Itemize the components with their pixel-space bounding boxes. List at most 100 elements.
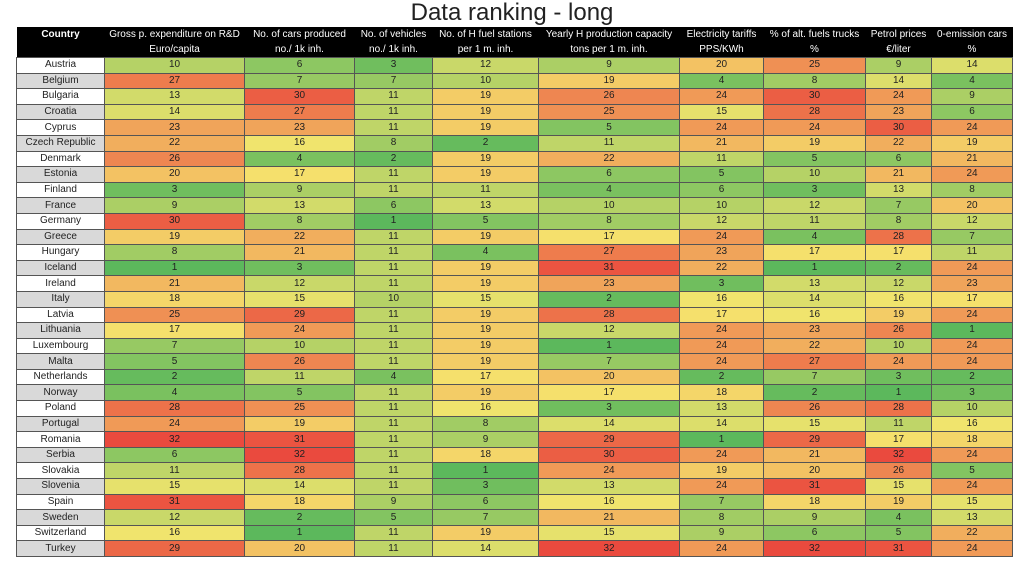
country-cell: Netherlands (16, 368, 105, 386)
country-cell: Germany (16, 212, 105, 230)
rank-cell: 19 (432, 166, 539, 183)
table-row: Turkey 29 20 11 14 32 24 32 31 24 (16, 540, 1013, 557)
rank-cell: 31 (865, 540, 932, 557)
table-row: Croatia 14 27 11 19 25 15 28 23 6 (16, 103, 1013, 121)
rank-cell: 30 (538, 446, 680, 464)
rank-cell: 8 (354, 134, 433, 152)
rank-cell: 3 (865, 368, 932, 386)
rank-cell: 1 (104, 259, 245, 277)
rank-cell: 15 (679, 103, 764, 121)
rank-cell: 11 (865, 415, 932, 433)
rank-cell: 13 (763, 275, 866, 292)
rank-cell: 2 (931, 368, 1013, 386)
rank-cell: 16 (244, 134, 355, 152)
rank-cell: 5 (104, 353, 245, 370)
country-cell: Denmark (16, 150, 105, 168)
rank-cell: 19 (104, 228, 245, 246)
country-cell: Slovakia (16, 462, 105, 480)
rank-cell: 19 (432, 275, 539, 292)
rank-cell: 4 (244, 150, 355, 168)
rank-cell: 31 (244, 431, 355, 448)
country-cell: Finland (16, 181, 105, 199)
rank-cell: 28 (538, 306, 680, 324)
rank-cell: 21 (104, 275, 245, 292)
rank-cell: 19 (244, 415, 355, 433)
rank-cell: 9 (104, 197, 245, 214)
rank-cell: 4 (354, 368, 433, 386)
rank-cell: 9 (354, 493, 433, 511)
rank-cell: 17 (538, 384, 680, 402)
rank-cell: 8 (763, 72, 866, 90)
rank-cell: 4 (763, 228, 866, 246)
rank-cell: 11 (354, 540, 433, 557)
rank-cell: 19 (432, 306, 539, 324)
rank-cell: 5 (244, 384, 355, 402)
rank-cell: 1 (763, 259, 866, 277)
rank-cell: 14 (679, 415, 764, 433)
rank-cell: 24 (931, 306, 1013, 324)
country-cell: France (16, 197, 105, 214)
column-header-8: Petrol prices (865, 27, 932, 42)
rank-cell: 9 (763, 509, 866, 526)
rank-cell: 6 (763, 524, 866, 542)
rank-cell: 10 (354, 290, 433, 308)
country-cell: Austria (16, 57, 105, 74)
rank-cell: 19 (865, 306, 932, 324)
rank-cell: 3 (538, 400, 680, 417)
country-cell: Poland (16, 400, 105, 417)
rank-cell: 24 (931, 337, 1013, 355)
rank-cell: 1 (679, 431, 764, 448)
rank-cell: 24 (931, 119, 1013, 136)
table-row: Estonia 20 17 11 19 6 5 10 21 24 (16, 166, 1013, 183)
table-row: Sweden 12 2 5 7 21 8 9 4 13 (16, 509, 1013, 526)
rank-cell: 13 (931, 509, 1013, 526)
table-row: Belgium 27 7 7 10 19 4 8 14 4 (16, 72, 1013, 90)
rank-cell: 19 (432, 88, 539, 105)
country-cell: Bulgaria (16, 88, 105, 105)
rank-cell: 6 (354, 197, 433, 214)
rank-cell: 27 (538, 244, 680, 261)
column-header-7: % of alt. fuels trucks (763, 27, 866, 42)
rank-cell: 7 (931, 228, 1013, 246)
rank-cell: 3 (354, 57, 433, 74)
rank-cell: 8 (931, 181, 1013, 199)
rank-cell: 1 (865, 384, 932, 402)
rank-cell: 6 (679, 181, 764, 199)
rank-cell: 2 (538, 290, 680, 308)
rank-cell: 4 (865, 509, 932, 526)
rank-cell: 18 (763, 493, 866, 511)
rank-cell: 28 (104, 400, 245, 417)
rank-cell: 9 (931, 88, 1013, 105)
rank-cell: 9 (679, 524, 764, 542)
rank-cell: 19 (432, 103, 539, 121)
rank-cell: 12 (432, 57, 539, 74)
rank-cell: 11 (354, 181, 433, 199)
rank-cell: 9 (865, 57, 932, 74)
rank-cell: 19 (432, 353, 539, 370)
rank-cell: 19 (432, 228, 539, 246)
rank-cell: 1 (432, 462, 539, 480)
rank-cell: 11 (354, 353, 433, 370)
rank-cell: 23 (679, 244, 764, 261)
rank-cell: 24 (865, 353, 932, 370)
rank-cell: 27 (244, 103, 355, 121)
rank-cell: 9 (432, 431, 539, 448)
rank-cell: 28 (763, 103, 866, 121)
rank-cell: 7 (432, 509, 539, 526)
rank-cell: 6 (244, 57, 355, 74)
column-unit-6: PPS/KWh (679, 42, 764, 58)
table-row: Finland 3 9 11 11 4 6 3 13 8 (16, 181, 1013, 199)
rank-cell: 24 (931, 353, 1013, 370)
column-header-3: No. of vehicles (354, 27, 433, 42)
rank-cell: 19 (432, 119, 539, 136)
table-row: Slovenia 15 14 11 3 13 24 31 15 24 (16, 478, 1013, 495)
table-row: Norway 4 5 11 19 17 18 2 1 3 (16, 384, 1013, 402)
rank-cell: 11 (931, 244, 1013, 261)
rank-cell: 20 (763, 462, 866, 480)
rank-cell: 10 (865, 337, 932, 355)
table-row: Portugal 24 19 11 8 14 14 15 11 16 (16, 415, 1013, 433)
rank-cell: 16 (538, 493, 680, 511)
rank-cell: 6 (538, 166, 680, 183)
rank-cell: 8 (432, 415, 539, 433)
rank-cell: 23 (865, 103, 932, 121)
